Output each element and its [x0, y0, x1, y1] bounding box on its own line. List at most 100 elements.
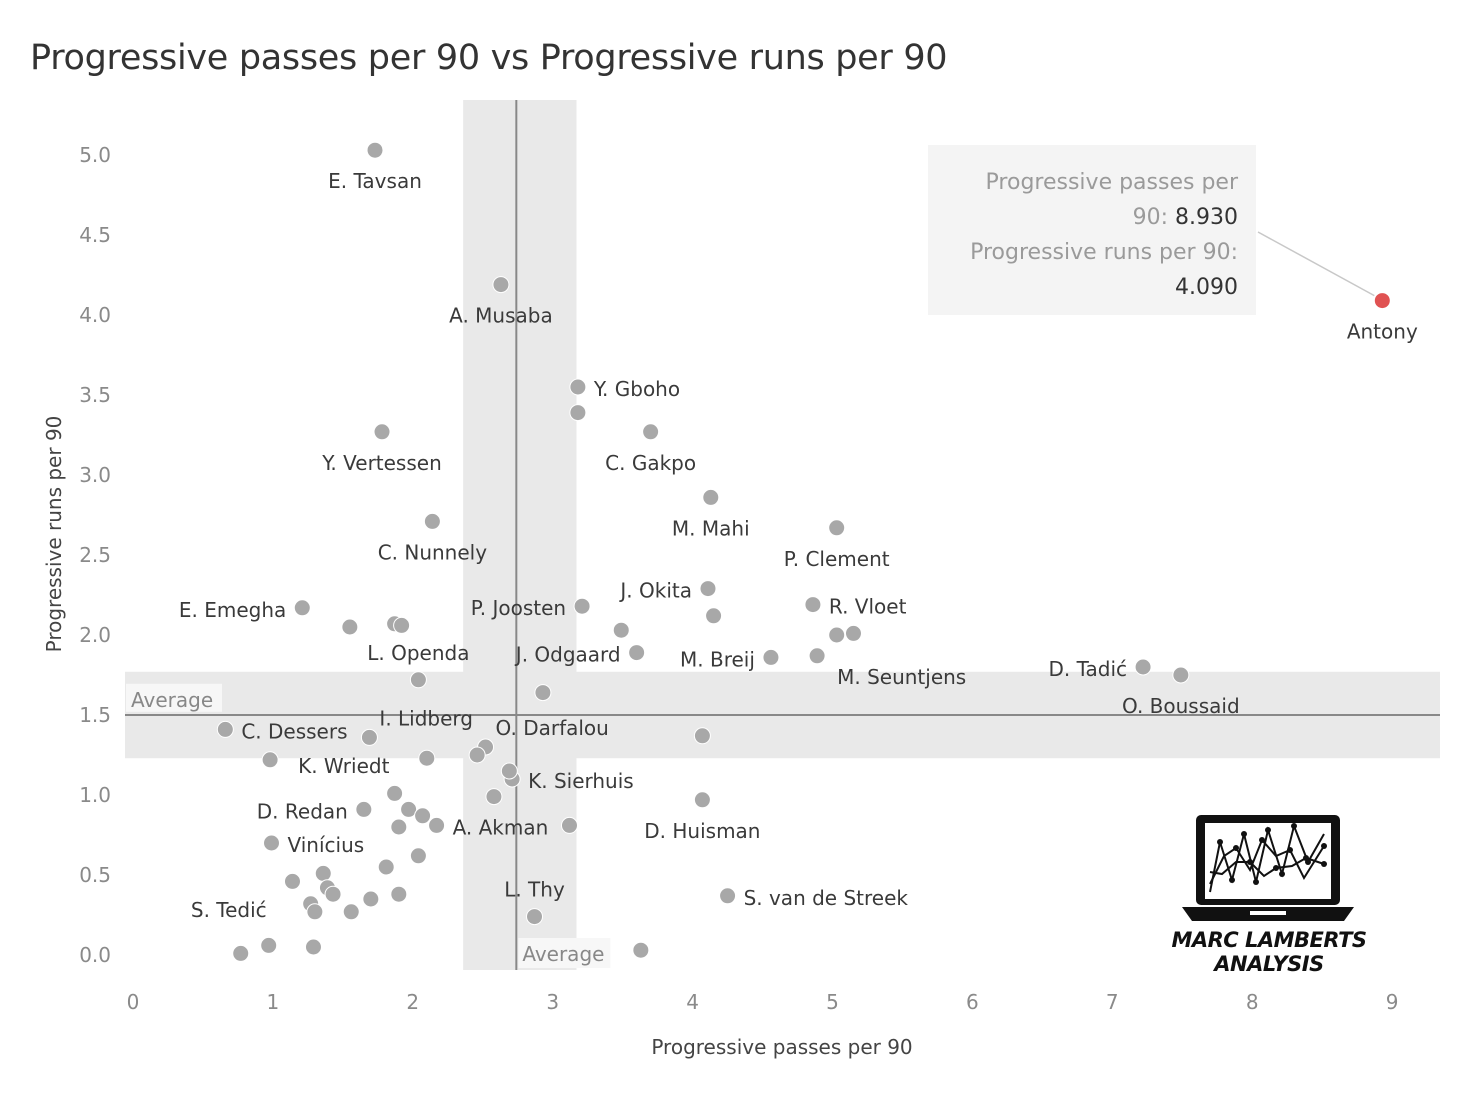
data-point [390, 885, 408, 903]
data-point [569, 404, 587, 422]
data-point [612, 621, 630, 639]
data-point [693, 727, 711, 745]
data-point [628, 644, 646, 662]
data-point [216, 720, 234, 738]
y-tick-label: 1.0 [79, 783, 111, 807]
tooltip: Progressive passes per 90: 8.930 Progres… [928, 145, 1256, 315]
data-point [699, 580, 717, 598]
data-label: L. Openda [367, 641, 469, 665]
data-label: R. Vloet [829, 595, 907, 619]
y-tick-label: 2.5 [79, 543, 111, 567]
y-average-label-bg [126, 683, 222, 712]
data-point [261, 751, 279, 769]
data-point [341, 618, 359, 636]
tooltip-y-value: 4.090 [1175, 275, 1238, 300]
tooltip-line-2: 90: 8.930 [946, 200, 1238, 235]
data-point [423, 512, 441, 530]
data-point [468, 746, 486, 764]
y-tick-label: 3.0 [79, 463, 111, 487]
data-point [400, 800, 418, 818]
y-axis-title: Progressive runs per 90 [42, 416, 66, 653]
data-label: S. van de Streek [744, 886, 909, 910]
tooltip-line-1: Progressive passes per [985, 170, 1238, 195]
data-label: C. Nunnely [378, 540, 488, 564]
data-label: D. Redan [257, 799, 348, 823]
y-tick-label: 3.5 [79, 383, 111, 407]
data-point [1172, 666, 1190, 684]
x-average-band [463, 100, 577, 970]
data-label: A. Musaba [449, 304, 553, 328]
data-label: A. Akman [453, 815, 549, 839]
data-label: O. Boussaid [1122, 694, 1240, 718]
x-tick-label: 2 [406, 990, 419, 1014]
y-tick-label: 2.0 [79, 623, 111, 647]
data-point [1134, 658, 1152, 676]
data-point [418, 749, 436, 767]
data-label: I. Lidberg [379, 706, 473, 730]
laptop-chart-icon [1182, 815, 1354, 921]
x-average-label-bg [518, 938, 611, 968]
data-point [314, 864, 332, 882]
data-point [569, 378, 587, 396]
tooltip-connector-line [1257, 231, 1375, 297]
data-point [573, 597, 591, 615]
axes: 0 1 2 3 4 5 6 7 8 9 0.0 0.5 1.0 1.5 2.0 2.5 3.0 3.5 4.0 4.5… [79, 143, 1398, 1014]
data-label: D. Tadić [1049, 657, 1128, 681]
x-tick-label: 3 [546, 990, 559, 1014]
x-tick-label: 7 [1106, 990, 1119, 1014]
data-point [373, 423, 391, 441]
x-tick-label: 1 [267, 990, 280, 1014]
data-label: P. Clement [784, 547, 890, 571]
data-point [702, 488, 720, 506]
y-average-label: Average [131, 688, 213, 712]
data-label: Vinícius [288, 833, 365, 857]
data-point [804, 596, 822, 614]
data-point [526, 908, 544, 926]
x-tick-label: 0 [127, 990, 140, 1014]
x-tick-label: 9 [1386, 990, 1399, 1014]
data-point [705, 607, 723, 625]
data-point [428, 816, 446, 834]
data-point [414, 807, 432, 825]
data-label: O. Darfalou [496, 716, 609, 740]
data-point [393, 616, 411, 634]
data-point [263, 834, 281, 852]
data-label: P. Joosten [471, 596, 566, 620]
y-tick-label: 0.0 [79, 943, 111, 967]
data-point [355, 800, 373, 818]
x-tick-label: 8 [1246, 990, 1259, 1014]
data-label: C. Gakpo [605, 451, 696, 475]
data-point [360, 728, 378, 746]
data-point [306, 903, 324, 921]
chart-title: Progressive passes per 90 vs Progressive… [30, 38, 948, 78]
x-tick-label: 5 [826, 990, 839, 1014]
data-point [283, 872, 301, 890]
data-label: Antony [1347, 320, 1418, 344]
data-points [216, 141, 1391, 962]
data-point [844, 624, 862, 642]
data-label: Y. Vertessen [321, 451, 442, 475]
data-point [693, 791, 711, 809]
data-point [342, 903, 360, 921]
y-tick-label: 0.5 [79, 863, 111, 887]
y-tick-label: 4.0 [79, 303, 111, 327]
brand-logo: MARC LAMBERTS ANALYSIS [1126, 812, 1412, 976]
data-label: J. Odgaard [514, 643, 621, 667]
data-point [390, 818, 408, 836]
data-label: L. Thy [504, 878, 565, 902]
data-label: E. Tavsan [328, 169, 422, 193]
tooltip-x-label: 90: [1132, 205, 1176, 230]
data-labels: E. Tavsan A. Musaba Y. Gboho Y. Vertessen C.… [179, 169, 1418, 922]
data-point [492, 276, 510, 294]
data-point [409, 671, 427, 689]
data-point [377, 858, 395, 876]
data-label: M. Breij [680, 647, 755, 671]
tooltip-line-3: Progressive runs per 90: [970, 240, 1238, 265]
y-tick-label: 5.0 [79, 143, 111, 167]
data-point [485, 788, 503, 806]
data-point [762, 648, 780, 666]
data-point [386, 784, 404, 802]
data-point [293, 599, 311, 617]
data-point [719, 887, 737, 905]
